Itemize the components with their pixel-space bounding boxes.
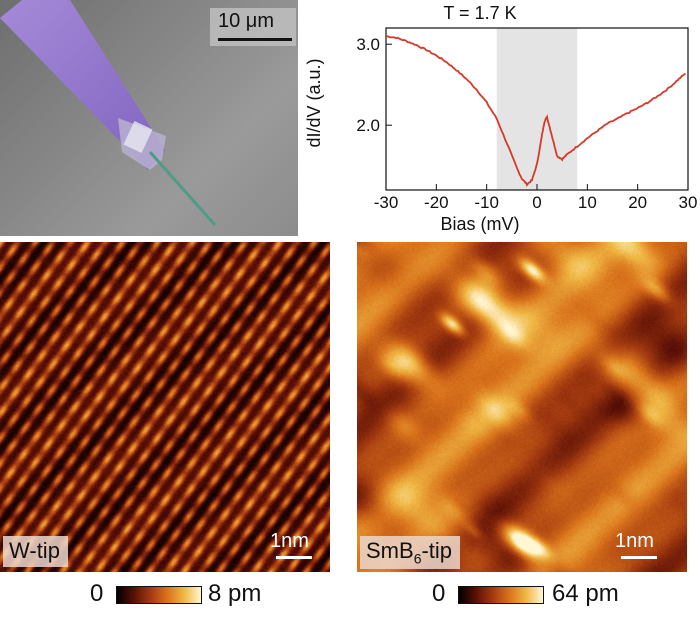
y-tick-label: 3.0 — [356, 35, 380, 54]
colorbar-left — [116, 586, 202, 604]
spectrum-chart: -30 -20 -10 0 10 20 30 2.0 3.0 T = 1.7 K Bias (m… — [304, 3, 698, 234]
stm-topography-smb6-tip — [357, 242, 687, 572]
sem-scalebar — [218, 38, 292, 41]
stm-image-w-tip: W-tip 1nm — [0, 242, 330, 572]
stm-image-smb6-tip: SmB6-tip 1nm — [357, 242, 687, 572]
w-tip-label: W-tip — [3, 536, 68, 567]
series-line — [385, 35, 687, 187]
y-tick-label: 2.0 — [356, 116, 380, 135]
x-tick-label: -30 — [374, 193, 399, 212]
colorbar-left-min: 0 — [90, 580, 104, 607]
nanowire-tip — [148, 151, 217, 226]
chart-x-label: Bias (mV) — [440, 214, 519, 234]
x-tick-label: -10 — [474, 193, 499, 212]
colorbar-right-max: 64 pm — [552, 580, 619, 607]
smb6-tip-label: SmB6-tip — [360, 536, 461, 570]
cantilever-tip-drawing — [0, 0, 217, 226]
colorbar-right-min: 0 — [432, 580, 446, 607]
smb6-tip-label-main: SmB — [366, 538, 414, 563]
sem-scalebar-label: 10 μm — [218, 10, 274, 32]
sem-image: 10 μm — [0, 0, 298, 236]
x-tick-label: 30 — [679, 193, 698, 212]
smb6-tip-label-sub: 6 — [413, 550, 422, 567]
chart-y-label: dI/dV (a.u.) — [304, 58, 324, 147]
x-tick-label: 0 — [532, 193, 541, 212]
x-tick-label: 20 — [628, 193, 647, 212]
x-tick-label: -20 — [424, 193, 449, 212]
x-tick-label: 10 — [578, 193, 597, 212]
colorbar-left-max: 8 pm — [208, 580, 262, 607]
scale-label-right: 1nm — [615, 530, 654, 552]
scalebar-left — [276, 556, 312, 559]
colorbar-right — [458, 586, 544, 604]
flake — [123, 120, 153, 154]
stm-topography-w-tip — [0, 242, 330, 572]
scale-label-left: 1nm — [270, 530, 309, 552]
scalebar-right — [621, 556, 657, 559]
chart-title: T = 1.7 K — [443, 3, 516, 23]
smb6-tip-label-rest: -tip — [421, 538, 453, 563]
